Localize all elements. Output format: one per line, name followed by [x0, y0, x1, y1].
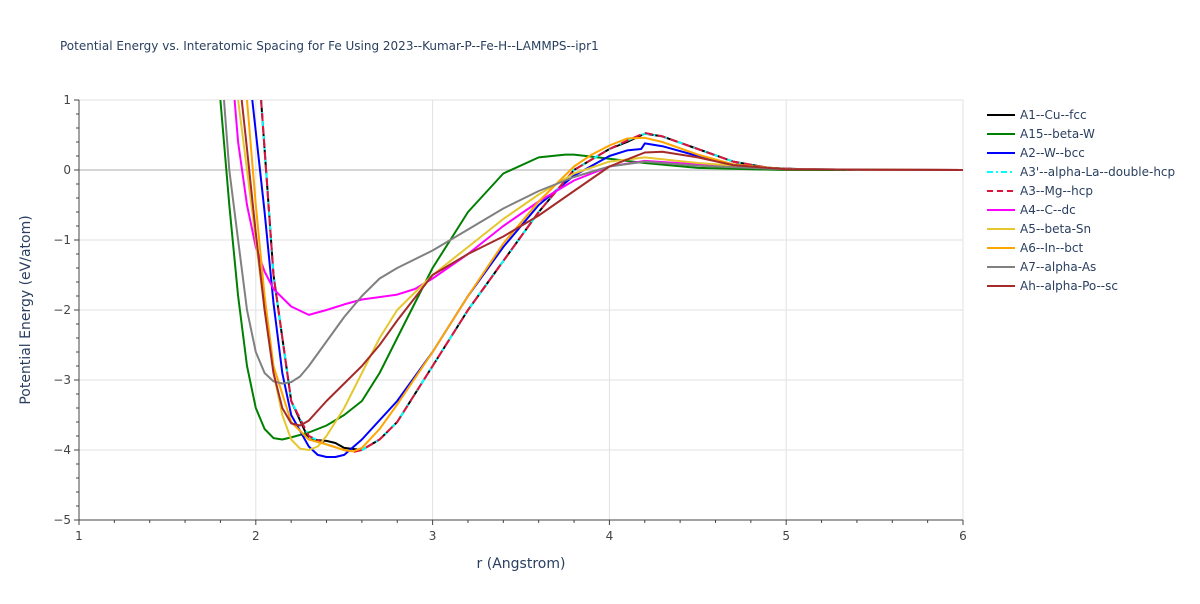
y-tick-label: −2 — [53, 303, 71, 317]
legend-item-a5-beta-sn[interactable]: A5--beta-Sn — [987, 222, 1091, 236]
y-tick-label: 0 — [63, 163, 71, 177]
y-tick-label: −4 — [53, 443, 71, 457]
legend-label: A4--C--dc — [1020, 203, 1076, 217]
grid — [79, 99, 964, 520]
x-tick-label: 6 — [959, 529, 967, 543]
legend[interactable]: A1--Cu--fcc A15--beta-W A2--W--bcc A3'--alp… — [987, 108, 1175, 293]
legend-item-a15-beta-w[interactable]: A15--beta-W — [987, 127, 1095, 141]
x-tick-label: 5 — [782, 529, 790, 543]
legend-label: A6--In--bct — [1020, 241, 1084, 255]
x-tick-label: 3 — [429, 529, 437, 543]
x-tick-label: 1 — [75, 529, 83, 543]
series-line-a15-beta-w — [219, 100, 963, 441]
legend-item-a6-in-bct[interactable]: A6--In--bct — [987, 241, 1084, 255]
legend-label: A15--beta-W — [1020, 127, 1095, 141]
legend-item-a7-alpha-as[interactable]: A7--alpha-As — [987, 260, 1096, 274]
x-tick-label: 2 — [252, 529, 260, 543]
legend-label: A3--Mg--hcp — [1020, 184, 1093, 198]
y-tick-label: −5 — [53, 513, 71, 527]
legend-item-a1-cu-fcc[interactable]: A1--Cu--fcc — [987, 108, 1087, 122]
y-tick-label: 1 — [63, 93, 71, 107]
y-tick-label: −1 — [53, 233, 71, 247]
series-line-a1-cu-fcc — [260, 100, 963, 451]
x-tick-label: 4 — [606, 529, 614, 543]
legend-label: A2--W--bcc — [1020, 146, 1085, 160]
series-line-a4-c-dc — [233, 100, 963, 316]
legend-item-a4-c-dc[interactable]: A4--C--dc — [987, 203, 1076, 217]
legend-label: A5--beta-Sn — [1020, 222, 1091, 236]
y-tick-label: −3 — [53, 373, 71, 387]
legend-item-a3-mg-hcp[interactable]: A3--Mg--hcp — [987, 184, 1093, 198]
legend-label: A3'--alpha-La--double-hcp — [1020, 165, 1175, 179]
axes: 1 2 3 4 5 6 −5 −4 −3 −2 −1 0 1 — [53, 93, 967, 543]
chart-title: Potential Energy vs. Interatomic Spacing… — [60, 39, 599, 53]
legend-item-ah-alpha-po-sc[interactable]: Ah--alpha-Po--sc — [987, 279, 1118, 293]
series-line-a3-mg-hcp — [260, 100, 963, 454]
legend-item-a3-alpha-la-double-hcp[interactable]: A3'--alpha-La--double-hcp — [987, 165, 1175, 179]
x-axis-title: r (Angstrom) — [477, 556, 566, 572]
series-line-a3-alpha-la-double-hcp — [260, 100, 963, 453]
legend-item-a2-w-bcc[interactable]: A2--W--bcc — [987, 146, 1085, 160]
series-line-a5-beta-sn — [237, 100, 963, 451]
series-line-a7-alpha-as — [223, 100, 963, 385]
legend-label: A7--alpha-As — [1020, 260, 1096, 274]
y-axis-title: Potential Energy (eV/atom) — [18, 215, 34, 404]
legend-label: Ah--alpha-Po--sc — [1020, 279, 1118, 293]
series-layer — [219, 100, 963, 458]
legend-label: A1--Cu--fcc — [1020, 108, 1087, 122]
series-line-ah-alpha-po-sc — [240, 100, 963, 427]
